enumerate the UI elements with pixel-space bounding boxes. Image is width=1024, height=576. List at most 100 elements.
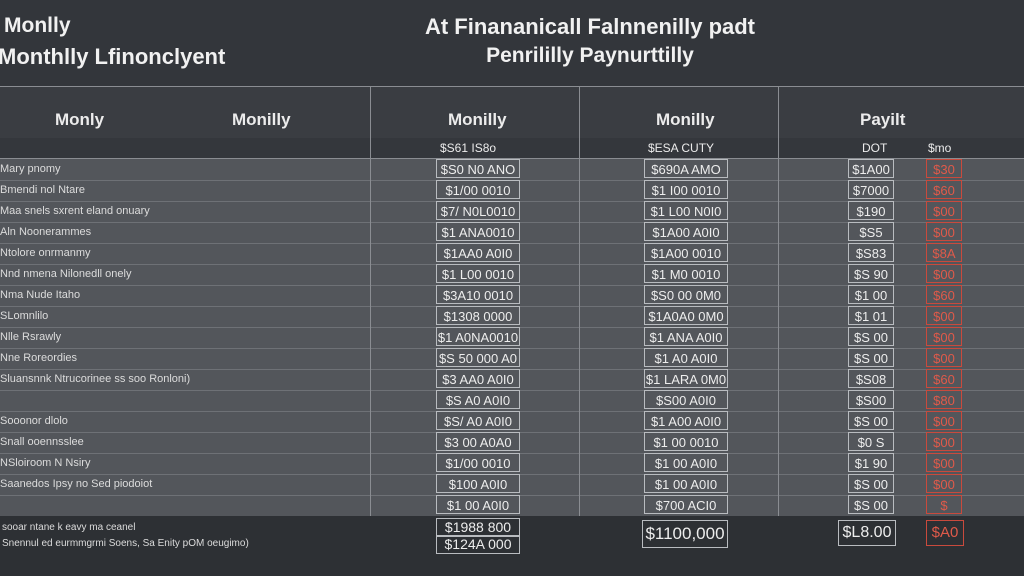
value-cell-highlight[interactable]: $00 bbox=[926, 222, 962, 241]
table-row[interactable]: $1 00 A0I0 $700 ACI0 $S 00 $ bbox=[0, 495, 1024, 517]
value-cell-highlight[interactable]: $8A bbox=[926, 243, 962, 262]
value-cell[interactable]: $1/00 0010 bbox=[436, 180, 520, 199]
value-cell[interactable]: $100 A0I0 bbox=[436, 474, 520, 493]
value-cell[interactable]: $1 00 A0I0 bbox=[644, 474, 728, 493]
footer-label-1: sooar ntane k eavy ma ceanel bbox=[2, 522, 136, 533]
table-row[interactable]: Maa snels sxrent eland onuary $7/ N0L0010… bbox=[0, 201, 1024, 223]
table-row[interactable]: $S A0 A0I0 $S00 A0I0 $S00 $80 bbox=[0, 390, 1024, 412]
value-cell[interactable]: $1A00 A0I0 bbox=[644, 222, 728, 241]
table-row[interactable]: Saanedos Ipsy no Sed piodoiot $100 A0I0 $1… bbox=[0, 474, 1024, 496]
table-footer: sooar ntane k eavy ma ceanel Snennul ed … bbox=[0, 516, 1024, 576]
table-row[interactable]: Sluansnnk Ntrucorinee ss soo Ronloni) $3 … bbox=[0, 369, 1024, 391]
value-cell[interactable]: $3 00 A0A0 bbox=[436, 432, 520, 451]
value-cell[interactable]: $1 L00 N0I0 bbox=[644, 201, 728, 220]
value-cell[interactable]: $1 A0NA0010 bbox=[436, 327, 520, 346]
table-row[interactable]: Mary pnomy $S0 N0 ANO $690A AMO $1A00 $30 bbox=[0, 159, 1024, 181]
table-row[interactable]: SLomnlilo $1308 0000 $1A0A0 0M0 $1 01 $00 bbox=[0, 306, 1024, 328]
value-cell[interactable]: $S0 N0 ANO bbox=[436, 159, 520, 178]
value-cell-highlight[interactable]: $00 bbox=[926, 453, 962, 472]
value-cell-highlight[interactable]: $00 bbox=[926, 201, 962, 220]
table-row[interactable]: Nlle Rsrawly $1 A0NA0010 $1 ANA A0I0 $S 00 $… bbox=[0, 327, 1024, 349]
value-cell[interactable]: $7000 bbox=[848, 180, 894, 199]
total-cell[interactable]: $1988 800 bbox=[436, 518, 520, 537]
table-row[interactable]: Sooonor dlolo $S/ A0 A0I0 $1 A00 A0I0 $S 00… bbox=[0, 411, 1024, 433]
value-cell[interactable]: $3 AA0 A0I0 bbox=[436, 369, 520, 388]
column-divider bbox=[370, 86, 371, 516]
value-cell[interactable]: $1 M0 0010 bbox=[644, 264, 728, 283]
value-cell-highlight[interactable]: $00 bbox=[926, 411, 962, 430]
value-cell[interactable]: $S/ A0 A0I0 bbox=[436, 411, 520, 430]
total-cell-highlight[interactable]: $A0 bbox=[926, 520, 964, 546]
value-cell-highlight[interactable]: $ bbox=[926, 495, 962, 514]
value-cell[interactable]: $1308 0000 bbox=[436, 306, 520, 325]
value-cell-highlight[interactable]: $00 bbox=[926, 348, 962, 367]
value-cell[interactable]: $S83 bbox=[848, 243, 894, 262]
value-cell[interactable]: $S 00 bbox=[848, 348, 894, 367]
value-cell-highlight[interactable]: $60 bbox=[926, 369, 962, 388]
total-cell[interactable]: $1100,000 bbox=[642, 520, 728, 548]
value-cell[interactable]: $1 90 bbox=[848, 453, 894, 472]
value-cell[interactable]: $1 01 bbox=[848, 306, 894, 325]
value-cell-highlight[interactable]: $00 bbox=[926, 474, 962, 493]
value-cell[interactable]: $S 00 bbox=[848, 474, 894, 493]
value-cell-highlight[interactable]: $00 bbox=[926, 306, 962, 325]
value-cell[interactable]: $1 ANA0010 bbox=[436, 222, 520, 241]
table-row[interactable]: Bmendi nol Ntare $1/00 0010 $1 I00 0010 $70… bbox=[0, 180, 1024, 202]
value-cell[interactable]: $S00 bbox=[848, 390, 894, 409]
value-cell-highlight[interactable]: $00 bbox=[926, 264, 962, 283]
value-cell-highlight[interactable]: $00 bbox=[926, 432, 962, 451]
row-label: Maa snels sxrent eland onuary bbox=[0, 205, 150, 217]
subheader-2: $ESA CUTY bbox=[648, 141, 715, 155]
table-row[interactable]: Ntolore onrmanmy $1AA0 A0I0 $1A00 0010 $S83… bbox=[0, 243, 1024, 265]
table-row[interactable]: Nne Roreordies $S 50 000 A0 $1 A0 A0I0 $S 0… bbox=[0, 348, 1024, 370]
column-header-1[interactable]: Monly bbox=[55, 110, 105, 129]
value-cell[interactable]: $S A0 A0I0 bbox=[436, 390, 520, 409]
table-row[interactable]: Snall ooennsslee $3 00 A0A0 $1 00 0010 $0 S… bbox=[0, 432, 1024, 454]
value-cell[interactable]: $1AA0 A0I0 bbox=[436, 243, 520, 262]
value-cell[interactable]: $690A AMO bbox=[644, 159, 728, 178]
value-cell[interactable]: $1 00 0010 bbox=[644, 432, 728, 451]
value-cell[interactable]: $1A0A0 0M0 bbox=[644, 306, 728, 325]
value-cell[interactable]: $1A00 bbox=[848, 159, 894, 178]
column-header-3[interactable]: Monilly bbox=[448, 110, 507, 129]
table-row[interactable]: NSloiroom N Nsiry $1/00 0010 $1 00 A0I0 $1 … bbox=[0, 453, 1024, 475]
value-cell[interactable]: $1 00 A0I0 bbox=[644, 453, 728, 472]
column-header-4[interactable]: Monilly bbox=[656, 110, 715, 129]
value-cell[interactable]: $1 00 bbox=[848, 285, 894, 304]
value-cell[interactable]: $7/ N0L0010 bbox=[436, 201, 520, 220]
value-cell[interactable]: $1 A00 A0I0 bbox=[644, 411, 728, 430]
value-cell[interactable]: $1 00 A0I0 bbox=[436, 495, 520, 514]
value-cell[interactable]: $S5 bbox=[848, 222, 894, 241]
value-cell[interactable]: $S00 A0I0 bbox=[644, 390, 728, 409]
value-cell[interactable]: $1A00 0010 bbox=[644, 243, 728, 262]
total-cell[interactable]: $124A 000 bbox=[436, 535, 520, 554]
value-cell[interactable]: $190 bbox=[848, 201, 894, 220]
value-cell[interactable]: $0 S bbox=[848, 432, 894, 451]
table-row[interactable]: Nnd nmena Nilonedll onely $1 L00 0010 $1 M… bbox=[0, 264, 1024, 286]
table-row[interactable]: Aln Noonerammes $1 ANA0010 $1A00 A0I0 $S5 $0… bbox=[0, 222, 1024, 244]
value-cell[interactable]: $S 00 bbox=[848, 411, 894, 430]
value-cell[interactable]: $S 00 bbox=[848, 495, 894, 514]
column-header-2[interactable]: Monilly bbox=[232, 110, 291, 129]
value-cell[interactable]: $1/00 0010 bbox=[436, 453, 520, 472]
value-cell[interactable]: $1 LARA 0M0 bbox=[644, 369, 728, 388]
value-cell-highlight[interactable]: $60 bbox=[926, 180, 962, 199]
value-cell-highlight[interactable]: $30 bbox=[926, 159, 962, 178]
value-cell[interactable]: $1 I00 0010 bbox=[644, 180, 728, 199]
value-cell[interactable]: $S0 00 0M0 bbox=[644, 285, 728, 304]
value-cell[interactable]: $700 ACI0 bbox=[644, 495, 728, 514]
value-cell[interactable]: $S 90 bbox=[848, 264, 894, 283]
value-cell[interactable]: $1 A0 A0I0 bbox=[644, 348, 728, 367]
total-cell[interactable]: $L8.00 bbox=[838, 520, 896, 546]
value-cell[interactable]: $S 50 000 A0 bbox=[436, 348, 520, 367]
value-cell-highlight[interactable]: $60 bbox=[926, 285, 962, 304]
column-header-5[interactable]: Payilt bbox=[860, 110, 906, 129]
value-cell[interactable]: $S08 bbox=[848, 369, 894, 388]
value-cell[interactable]: $S 00 bbox=[848, 327, 894, 346]
value-cell[interactable]: $1 ANA A0I0 bbox=[644, 327, 728, 346]
value-cell-highlight[interactable]: $00 bbox=[926, 327, 962, 346]
value-cell[interactable]: $1 L00 0010 bbox=[436, 264, 520, 283]
table-row[interactable]: Nma Nude Itaho $3A10 0010 $S0 00 0M0 $1 00 $… bbox=[0, 285, 1024, 307]
value-cell[interactable]: $3A10 0010 bbox=[436, 285, 520, 304]
value-cell-highlight[interactable]: $80 bbox=[926, 390, 962, 409]
